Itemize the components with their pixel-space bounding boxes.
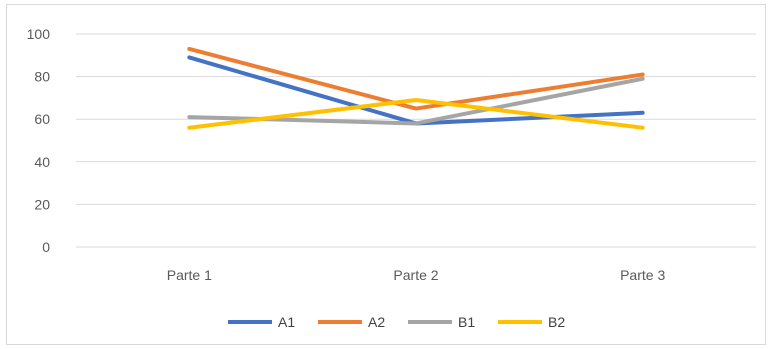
x-tick-label: Parte 1 (167, 267, 212, 283)
y-tick-label: 0 (42, 239, 50, 255)
legend: A1 A2 B1 B2 (228, 314, 565, 330)
y-tick-label: 100 (27, 26, 51, 42)
x-tick-label: Parte 3 (620, 267, 665, 283)
legend-label: B2 (548, 314, 565, 330)
x-axis-ticks: Parte 1 Parte 2 Parte 3 (167, 267, 666, 283)
legend-item-b2: B2 (498, 314, 565, 330)
chart-frame (6, 4, 766, 345)
series-line-b2 (187, 98, 645, 130)
legend-item-a1: A1 (228, 314, 295, 330)
legend-label: A1 (278, 314, 295, 330)
y-tick-label: 80 (34, 69, 50, 85)
legend-item-b1: B1 (408, 314, 475, 330)
y-tick-label: 60 (34, 111, 50, 127)
legend-item-a2: A2 (318, 314, 385, 330)
y-axis-ticks: 0 20 40 60 80 100 (27, 26, 51, 255)
gridlines (76, 33, 756, 248)
y-tick-label: 20 (34, 196, 50, 212)
series-lines (187, 46, 645, 130)
legend-label: B1 (458, 314, 475, 330)
series-line-a2 (187, 46, 645, 111)
x-tick-label: Parte 2 (393, 267, 438, 283)
y-tick-label: 40 (34, 154, 50, 170)
legend-label: A2 (368, 314, 385, 330)
